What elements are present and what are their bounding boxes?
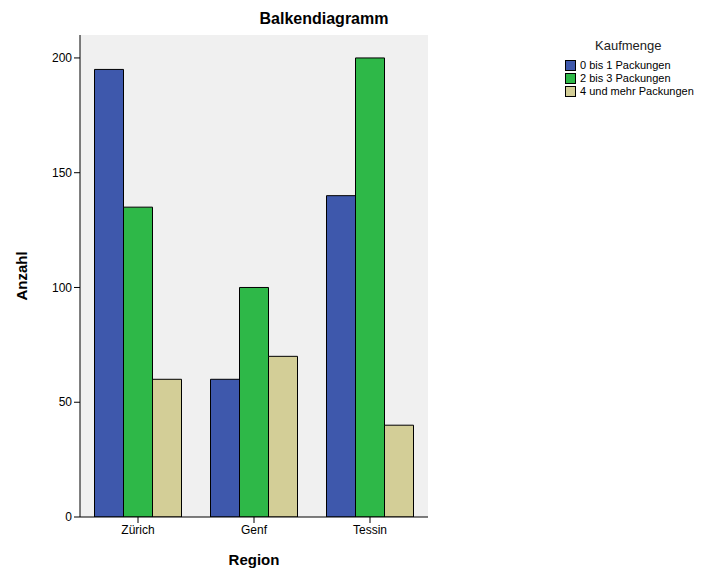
html-text:4 und mehr Packungen: 4 und mehr Packungen xyxy=(580,85,694,97)
html-text:Balkendiagramm: Balkendiagramm xyxy=(259,10,389,27)
html-text:0 bis 1 Packungen: 0 bis 1 Packungen xyxy=(580,59,671,71)
html-text:2 bis 3 Packungen: 2 bis 3 Packungen xyxy=(580,72,671,84)
svg-text:50: 50 xyxy=(59,395,73,409)
svg-text:0: 0 xyxy=(65,510,72,524)
svg-text:Region: Region xyxy=(229,551,280,568)
svg-text:Tessin: Tessin xyxy=(353,523,387,537)
svg-text:Anzahl: Anzahl xyxy=(13,251,30,300)
svg-text:100: 100 xyxy=(52,281,72,295)
svg-text:Genf: Genf xyxy=(241,523,268,537)
svg-text:150: 150 xyxy=(52,166,72,180)
html-text:Kaufmenge: Kaufmenge xyxy=(595,38,662,53)
svg-text:200: 200 xyxy=(52,51,72,65)
svg-text:Zürich: Zürich xyxy=(121,523,154,537)
